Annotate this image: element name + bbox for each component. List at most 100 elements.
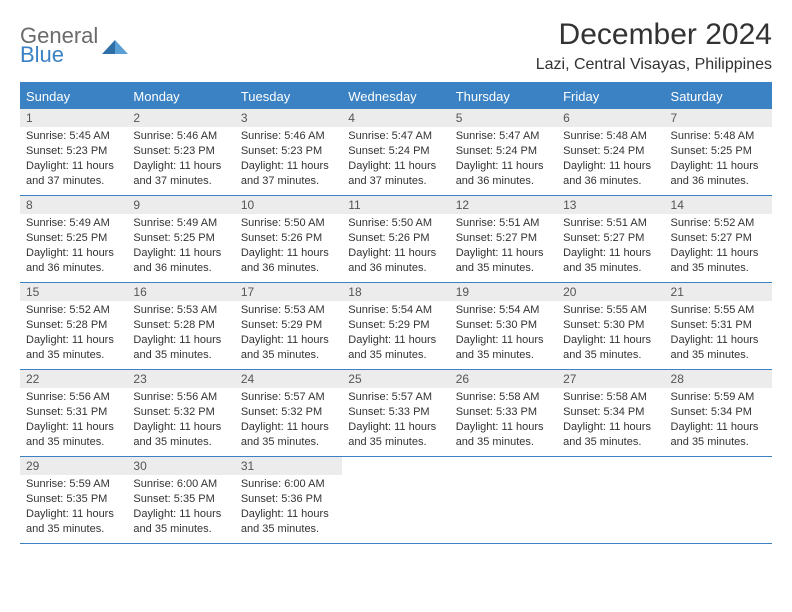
day-content: Sunrise: 5:56 AMSunset: 5:32 PMDaylight:… <box>127 388 234 449</box>
day-number: 13 <box>557 196 664 214</box>
day-content: Sunrise: 5:53 AMSunset: 5:29 PMDaylight:… <box>235 301 342 362</box>
day-content: Sunrise: 5:46 AMSunset: 5:23 PMDaylight:… <box>235 127 342 188</box>
sunset-text: Sunset: 5:29 PM <box>348 318 443 333</box>
day-cell: 2Sunrise: 5:46 AMSunset: 5:23 PMDaylight… <box>127 109 234 195</box>
brand-mark-icon <box>102 34 128 59</box>
daylight-text: Daylight: 11 hours and 36 minutes. <box>348 246 443 276</box>
sunset-text: Sunset: 5:28 PM <box>133 318 228 333</box>
daylight-text: Daylight: 11 hours and 35 minutes. <box>26 507 121 537</box>
weekday-header: Wednesday <box>342 84 449 109</box>
brand-text: General Blue <box>20 24 98 66</box>
sunrise-text: Sunrise: 5:55 AM <box>563 303 658 318</box>
daylight-text: Daylight: 11 hours and 35 minutes. <box>26 420 121 450</box>
day-number: 19 <box>450 283 557 301</box>
page: General Blue December 2024 Lazi, Central… <box>0 0 792 562</box>
sunrise-text: Sunrise: 5:51 AM <box>456 216 551 231</box>
daylight-text: Daylight: 11 hours and 35 minutes. <box>456 333 551 363</box>
sunrise-text: Sunrise: 6:00 AM <box>133 477 228 492</box>
sunrise-text: Sunrise: 5:51 AM <box>563 216 658 231</box>
day-cell: 31Sunrise: 6:00 AMSunset: 5:36 PMDayligh… <box>235 457 342 543</box>
sunset-text: Sunset: 5:30 PM <box>456 318 551 333</box>
sunset-text: Sunset: 5:35 PM <box>133 492 228 507</box>
day-number: 9 <box>127 196 234 214</box>
sunset-text: Sunset: 5:27 PM <box>671 231 766 246</box>
sunset-text: Sunset: 5:34 PM <box>563 405 658 420</box>
sunset-text: Sunset: 5:25 PM <box>26 231 121 246</box>
daylight-text: Daylight: 11 hours and 35 minutes. <box>671 333 766 363</box>
daylight-text: Daylight: 11 hours and 35 minutes. <box>671 246 766 276</box>
day-cell: 24Sunrise: 5:57 AMSunset: 5:32 PMDayligh… <box>235 370 342 456</box>
day-content: Sunrise: 5:46 AMSunset: 5:23 PMDaylight:… <box>127 127 234 188</box>
sunrise-text: Sunrise: 5:46 AM <box>133 129 228 144</box>
daylight-text: Daylight: 11 hours and 37 minutes. <box>133 159 228 189</box>
sunrise-text: Sunrise: 5:59 AM <box>26 477 121 492</box>
sunset-text: Sunset: 5:32 PM <box>241 405 336 420</box>
sunset-text: Sunset: 5:27 PM <box>563 231 658 246</box>
day-number: 15 <box>20 283 127 301</box>
sunset-text: Sunset: 5:30 PM <box>563 318 658 333</box>
day-cell: 28Sunrise: 5:59 AMSunset: 5:34 PMDayligh… <box>665 370 772 456</box>
sunset-text: Sunset: 5:23 PM <box>241 144 336 159</box>
weekday-header: Sunday <box>20 84 127 109</box>
sunset-text: Sunset: 5:27 PM <box>456 231 551 246</box>
weekday-header-row: Sunday Monday Tuesday Wednesday Thursday… <box>20 84 772 109</box>
day-content: Sunrise: 5:54 AMSunset: 5:30 PMDaylight:… <box>450 301 557 362</box>
weekday-header: Friday <box>557 84 664 109</box>
daylight-text: Daylight: 11 hours and 36 minutes. <box>456 159 551 189</box>
day-cell: 13Sunrise: 5:51 AMSunset: 5:27 PMDayligh… <box>557 196 664 282</box>
day-content: Sunrise: 5:58 AMSunset: 5:33 PMDaylight:… <box>450 388 557 449</box>
day-number: 2 <box>127 109 234 127</box>
sunset-text: Sunset: 5:35 PM <box>26 492 121 507</box>
day-number: 20 <box>557 283 664 301</box>
day-number: 24 <box>235 370 342 388</box>
day-cell: 8Sunrise: 5:49 AMSunset: 5:25 PMDaylight… <box>20 196 127 282</box>
sunrise-text: Sunrise: 5:45 AM <box>26 129 121 144</box>
day-number: 18 <box>342 283 449 301</box>
sunset-text: Sunset: 5:23 PM <box>133 144 228 159</box>
day-cell: 12Sunrise: 5:51 AMSunset: 5:27 PMDayligh… <box>450 196 557 282</box>
month-title: December 2024 <box>536 18 772 52</box>
day-number: 8 <box>20 196 127 214</box>
day-cell: 11Sunrise: 5:50 AMSunset: 5:26 PMDayligh… <box>342 196 449 282</box>
daylight-text: Daylight: 11 hours and 35 minutes. <box>456 246 551 276</box>
location-text: Lazi, Central Visayas, Philippines <box>536 56 772 74</box>
sunset-text: Sunset: 5:36 PM <box>241 492 336 507</box>
weekday-header: Saturday <box>665 84 772 109</box>
day-content: Sunrise: 5:45 AMSunset: 5:23 PMDaylight:… <box>20 127 127 188</box>
sunrise-text: Sunrise: 5:53 AM <box>241 303 336 318</box>
day-cell: 23Sunrise: 5:56 AMSunset: 5:32 PMDayligh… <box>127 370 234 456</box>
day-cell: 10Sunrise: 5:50 AMSunset: 5:26 PMDayligh… <box>235 196 342 282</box>
day-content: Sunrise: 5:57 AMSunset: 5:32 PMDaylight:… <box>235 388 342 449</box>
daylight-text: Daylight: 11 hours and 37 minutes. <box>26 159 121 189</box>
day-number: 3 <box>235 109 342 127</box>
daylight-text: Daylight: 11 hours and 35 minutes. <box>133 333 228 363</box>
sunrise-text: Sunrise: 5:56 AM <box>26 390 121 405</box>
sunset-text: Sunset: 5:31 PM <box>671 318 766 333</box>
day-cell: 4Sunrise: 5:47 AMSunset: 5:24 PMDaylight… <box>342 109 449 195</box>
day-content: Sunrise: 5:47 AMSunset: 5:24 PMDaylight:… <box>342 127 449 188</box>
day-content: Sunrise: 5:48 AMSunset: 5:25 PMDaylight:… <box>665 127 772 188</box>
sunset-text: Sunset: 5:26 PM <box>241 231 336 246</box>
daylight-text: Daylight: 11 hours and 35 minutes. <box>133 507 228 537</box>
week-row: 1Sunrise: 5:45 AMSunset: 5:23 PMDaylight… <box>20 109 772 196</box>
daylight-text: Daylight: 11 hours and 36 minutes. <box>241 246 336 276</box>
day-content: Sunrise: 5:55 AMSunset: 5:31 PMDaylight:… <box>665 301 772 362</box>
sunset-text: Sunset: 5:24 PM <box>563 144 658 159</box>
sunrise-text: Sunrise: 5:46 AM <box>241 129 336 144</box>
sunrise-text: Sunrise: 5:57 AM <box>348 390 443 405</box>
sunrise-text: Sunrise: 5:47 AM <box>456 129 551 144</box>
sunrise-text: Sunrise: 5:54 AM <box>348 303 443 318</box>
day-number: 27 <box>557 370 664 388</box>
day-number: 25 <box>342 370 449 388</box>
day-cell <box>665 457 772 543</box>
day-content: Sunrise: 5:52 AMSunset: 5:28 PMDaylight:… <box>20 301 127 362</box>
sunrise-text: Sunrise: 5:48 AM <box>671 129 766 144</box>
day-cell: 7Sunrise: 5:48 AMSunset: 5:25 PMDaylight… <box>665 109 772 195</box>
day-cell <box>342 457 449 543</box>
day-content: Sunrise: 5:48 AMSunset: 5:24 PMDaylight:… <box>557 127 664 188</box>
day-cell: 16Sunrise: 5:53 AMSunset: 5:28 PMDayligh… <box>127 283 234 369</box>
sunrise-text: Sunrise: 6:00 AM <box>241 477 336 492</box>
day-cell: 6Sunrise: 5:48 AMSunset: 5:24 PMDaylight… <box>557 109 664 195</box>
sunrise-text: Sunrise: 5:58 AM <box>456 390 551 405</box>
day-content: Sunrise: 5:51 AMSunset: 5:27 PMDaylight:… <box>450 214 557 275</box>
